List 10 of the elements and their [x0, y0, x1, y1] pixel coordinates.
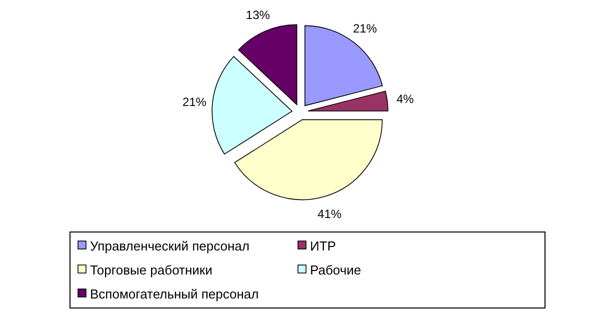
legend-label: ИТР — [310, 238, 336, 254]
data-label: 41% — [318, 206, 342, 221]
legend-label: Вспомогательный персонал — [90, 286, 259, 302]
legend-label: Управленческий персонал — [90, 238, 250, 254]
data-label: 4% — [396, 92, 414, 106]
data-label: 21% — [352, 21, 378, 36]
legend-label: Рабочие — [310, 262, 362, 278]
data-label: 13% — [246, 8, 270, 22]
data-label: 21% — [182, 95, 207, 110]
legend-label: Торговые работники — [90, 262, 212, 278]
